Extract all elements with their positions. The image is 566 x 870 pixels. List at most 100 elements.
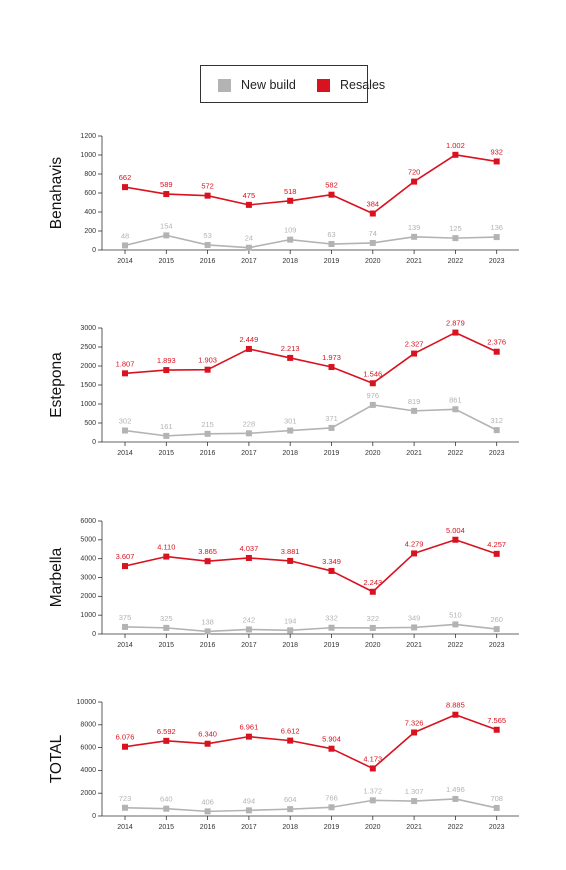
total-resales-data-label: 7.326 <box>405 718 424 727</box>
marbella-y-tick-label: 4000 <box>80 556 96 563</box>
marbella-resales-data-label: 4.257 <box>487 540 506 549</box>
estepona-new-build-line <box>124 404 498 437</box>
estepona-resales-point <box>369 380 376 387</box>
estepona-x-tick-label: 2022 <box>448 450 464 457</box>
marbella-new-build-point <box>369 624 376 631</box>
marbella-resales-point <box>245 554 252 561</box>
benahavis-new-build-line <box>124 234 497 249</box>
estepona-resales-data-label: 1.807 <box>116 359 135 368</box>
marbella-y-tick-label: 2000 <box>80 593 96 600</box>
total-new-build-data-label: 1.496 <box>446 785 465 794</box>
total-resales-data-label: 6.612 <box>281 727 300 736</box>
estepona-y-tick-label: 2000 <box>80 363 96 370</box>
total-y-tick-label: 10000 <box>77 699 97 706</box>
benahavis-x-tick-label: 2022 <box>448 258 464 265</box>
legend-swatch-resales <box>317 78 330 92</box>
total-x-tick-label: 2019 <box>324 824 340 831</box>
total-new-build-point <box>122 804 128 811</box>
estepona-resales-point <box>122 370 128 377</box>
marbella-resales-point <box>493 550 500 557</box>
marbella-new-build-data-label: 322 <box>367 614 380 623</box>
total-new-build-data-label: 406 <box>201 797 214 806</box>
benahavis-resales-point <box>122 184 128 191</box>
estepona-new-build-point <box>122 427 128 434</box>
benahavis-x-tick-label: 2023 <box>489 258 505 265</box>
marbella-resales-data-label: 4.037 <box>240 544 259 553</box>
benahavis-resales-data-label: 720 <box>408 168 421 177</box>
benahavis-resales-point <box>287 197 294 204</box>
marbella-resales-data-label: 3.607 <box>116 552 135 561</box>
marbella-resales-data-label: 5.004 <box>446 526 465 535</box>
benahavis-x-tick-label: 2014 <box>117 258 133 265</box>
benahavis-resales-data-label: 932 <box>490 147 503 156</box>
total-new-build-point <box>328 804 335 811</box>
marbella-resales-data-label: 4.279 <box>405 539 424 548</box>
total-new-build-point <box>204 808 211 815</box>
estepona-resales-data-label: 1.903 <box>198 356 217 365</box>
benahavis-resales-data-label: 518 <box>284 187 297 196</box>
estepona-resales-point <box>163 367 170 374</box>
estepona-new-build-data-label: 819 <box>408 397 421 406</box>
total-new-build-point <box>245 807 252 814</box>
benahavis-x-tick-label: 2017 <box>241 258 257 265</box>
total-x-tick-label: 2018 <box>282 824 298 831</box>
marbella-resales-point <box>369 588 376 595</box>
benahavis-new-build-point <box>204 241 211 248</box>
estepona-new-build-data-label: 312 <box>490 416 503 425</box>
benahavis-new-build-data-label: 109 <box>284 226 297 235</box>
total-resales-point <box>411 729 418 736</box>
total-resales-data-label: 6.592 <box>157 727 176 736</box>
marbella-new-build-point <box>122 623 128 630</box>
legend-label-new-build: New build <box>241 78 296 92</box>
marbella-y-tick-label: 1000 <box>80 612 96 619</box>
benahavis-new-build-point <box>287 236 294 243</box>
marbella-new-build-data-label: 375 <box>119 613 132 622</box>
estepona-new-build-data-label: 301 <box>284 417 297 426</box>
legend: New build Resales <box>200 65 385 103</box>
total-y-tick-label: 8000 <box>80 722 96 729</box>
legend-swatch-new-build <box>218 78 231 92</box>
total-y-tick-label: 4000 <box>80 767 96 774</box>
estepona-resales-point <box>287 354 294 361</box>
benahavis-x-tick-label: 2016 <box>200 258 216 265</box>
estepona-resales-line <box>124 331 498 385</box>
marbella-new-build-point <box>163 624 170 631</box>
estepona-y-tick-label: 3000 <box>80 325 96 332</box>
estepona-resales-data-label: 2.376 <box>487 338 506 347</box>
total-x-tick-label: 2017 <box>241 824 257 831</box>
estepona-new-build-point <box>245 430 252 437</box>
benahavis-y-tick-label: 600 <box>84 190 96 197</box>
estepona-resales-point <box>204 366 211 373</box>
benahavis-new-build-data-label: 154 <box>160 221 173 230</box>
estepona-x-tick-label: 2015 <box>159 450 175 457</box>
benahavis-y-tick-label: 400 <box>84 209 96 216</box>
marbella-new-build-point <box>411 624 418 631</box>
total-resales-data-label: 6.340 <box>198 730 217 739</box>
estepona-new-build-point <box>452 406 459 413</box>
total-resales-point <box>328 745 335 752</box>
estepona-new-build-data-label: 228 <box>243 419 256 428</box>
estepona-new-build-data-label: 302 <box>119 417 132 426</box>
marbella-new-build-data-label: 242 <box>243 615 256 624</box>
total-resales-data-label: 7.565 <box>487 716 506 725</box>
benahavis-y-tick-label: 1000 <box>80 152 96 159</box>
benahavis-new-build-data-label: 136 <box>490 223 503 232</box>
total-panel-title: TOTAL <box>48 734 65 783</box>
marbella-x-tick-label: 2017 <box>241 642 257 649</box>
marbella-new-build-data-label: 325 <box>160 614 173 623</box>
estepona-resales-data-label: 1.893 <box>157 356 176 365</box>
benahavis-resales-point <box>328 191 335 198</box>
estepona-x-tick-label: 2014 <box>117 450 133 457</box>
benahavis-new-build-data-label: 53 <box>203 231 211 240</box>
total-resales-point <box>245 733 252 740</box>
estepona-new-build-data-label: 215 <box>201 420 214 429</box>
total-x-tick-label: 2014 <box>117 824 133 831</box>
total-resales-point <box>122 743 128 750</box>
benahavis-x-tick-label: 2019 <box>324 258 340 265</box>
marbella-resales-point <box>328 567 335 574</box>
marbella-resales-data-label: 3.865 <box>198 547 217 556</box>
benahavis-x-tick-label: 2021 <box>406 258 422 265</box>
total-new-build-data-label: 766 <box>325 793 338 802</box>
marbella-new-build-point <box>245 626 252 633</box>
benahavis-new-build-data-label: 24 <box>245 234 253 243</box>
